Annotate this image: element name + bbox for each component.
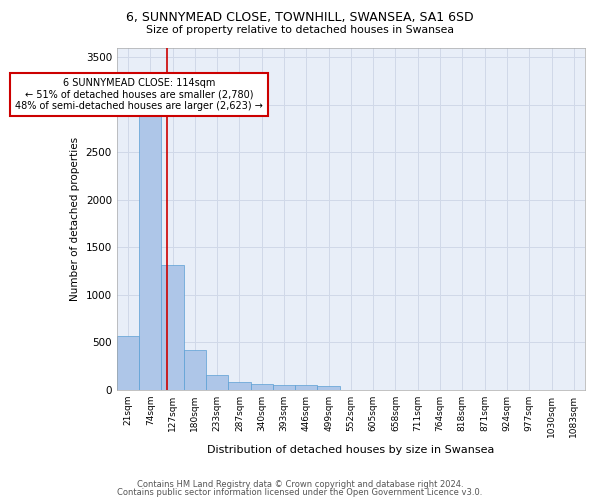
Y-axis label: Number of detached properties: Number of detached properties [70,136,80,300]
Bar [251,384,273,390]
X-axis label: Distribution of detached houses by size in Swansea: Distribution of detached houses by size … [207,445,494,455]
Bar [317,386,340,390]
Text: 6 SUNNYMEAD CLOSE: 114sqm
← 51% of detached houses are smaller (2,780)
48% of se: 6 SUNNYMEAD CLOSE: 114sqm ← 51% of detac… [15,78,263,111]
Bar [228,382,251,390]
Bar [273,385,295,390]
Text: 6, SUNNYMEAD CLOSE, TOWNHILL, SWANSEA, SA1 6SD: 6, SUNNYMEAD CLOSE, TOWNHILL, SWANSEA, S… [126,11,474,24]
Bar [184,350,206,390]
Bar [117,336,139,390]
Text: Contains HM Land Registry data © Crown copyright and database right 2024.: Contains HM Land Registry data © Crown c… [137,480,463,489]
Bar [161,265,184,390]
Bar [295,386,317,390]
Text: Contains public sector information licensed under the Open Government Licence v3: Contains public sector information licen… [118,488,482,497]
Text: Size of property relative to detached houses in Swansea: Size of property relative to detached ho… [146,25,454,35]
Bar [139,113,161,390]
Bar [206,376,228,390]
